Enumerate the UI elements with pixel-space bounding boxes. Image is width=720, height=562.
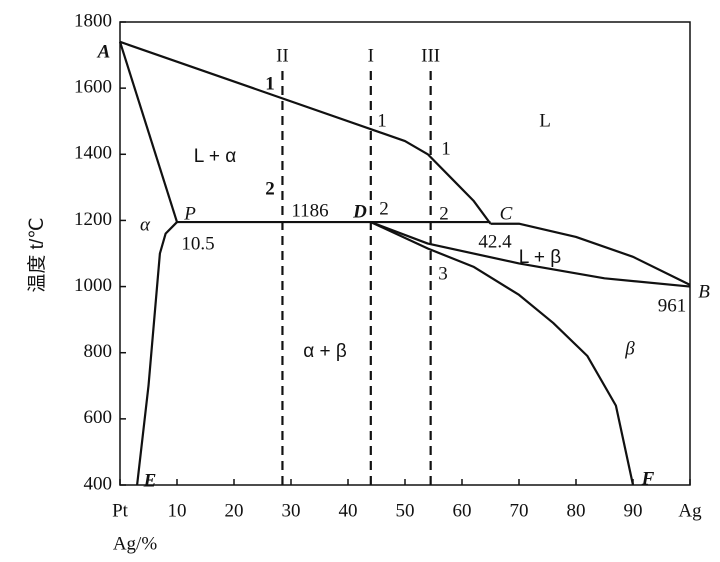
annotation: A	[97, 41, 111, 62]
y-tick-label: 1000	[74, 275, 112, 296]
x-axis-label: Ag/%	[113, 533, 158, 554]
y-axis-label: 温度 t/℃	[26, 217, 48, 292]
annotation: 1	[377, 110, 387, 131]
annotation: D	[352, 201, 367, 222]
annotation: β	[624, 338, 635, 359]
y-tick-label: 1400	[74, 143, 112, 164]
x-tick-label: 90	[624, 500, 643, 521]
x-tick-label: 80	[567, 500, 586, 521]
x-tick-label: 40	[339, 500, 358, 521]
annotation: 2	[379, 198, 389, 219]
annotation: α + β	[303, 341, 347, 362]
y-tick-label: 600	[84, 407, 113, 428]
annotation: L	[539, 110, 551, 131]
annotation: 42.4	[478, 231, 512, 252]
annotation: 1	[441, 138, 451, 159]
annotation: 1	[265, 73, 275, 94]
annotation: 1186	[291, 200, 328, 221]
annotation: 2	[439, 203, 449, 224]
x-tick-label: 30	[282, 500, 301, 521]
annotation: B	[698, 281, 710, 302]
x-tick-label: 20	[225, 500, 244, 521]
phase-boundary	[370, 221, 691, 288]
guide-label: III	[421, 45, 440, 66]
phase-boundary	[118, 41, 179, 223]
annotation: α	[140, 214, 151, 235]
y-tick-label: 1200	[74, 209, 112, 230]
x-tick-label: 70	[510, 500, 529, 521]
annotation: C	[500, 203, 513, 224]
y-tick-label: 800	[84, 341, 113, 362]
phase-boundary	[136, 221, 178, 486]
annotation: E	[143, 470, 157, 491]
annotation: F	[641, 468, 655, 489]
annotation: 3	[438, 263, 448, 284]
y-tick-label: 1800	[74, 10, 112, 31]
guide-label: II	[276, 45, 289, 66]
phase-boundary	[119, 40, 492, 225]
y-tick-label: 1600	[74, 77, 112, 98]
x-tick-label: Pt	[112, 500, 129, 521]
annotation: 10.5	[181, 233, 214, 254]
x-tick-label: 60	[453, 500, 472, 521]
x-tick-label: Ag	[678, 500, 702, 521]
y-tick-label: 400	[84, 473, 113, 494]
annotation: 2	[265, 178, 275, 199]
annotation: L + α	[194, 146, 237, 167]
x-tick-label: 10	[168, 500, 187, 521]
annotation: 961	[658, 295, 687, 316]
x-tick-label: 50	[396, 500, 415, 521]
phase-boundary	[490, 222, 691, 286]
phase-boundary	[370, 221, 635, 486]
annotation: L + β	[519, 247, 562, 268]
annotation: P	[183, 203, 196, 224]
guide-label: I	[368, 45, 374, 66]
